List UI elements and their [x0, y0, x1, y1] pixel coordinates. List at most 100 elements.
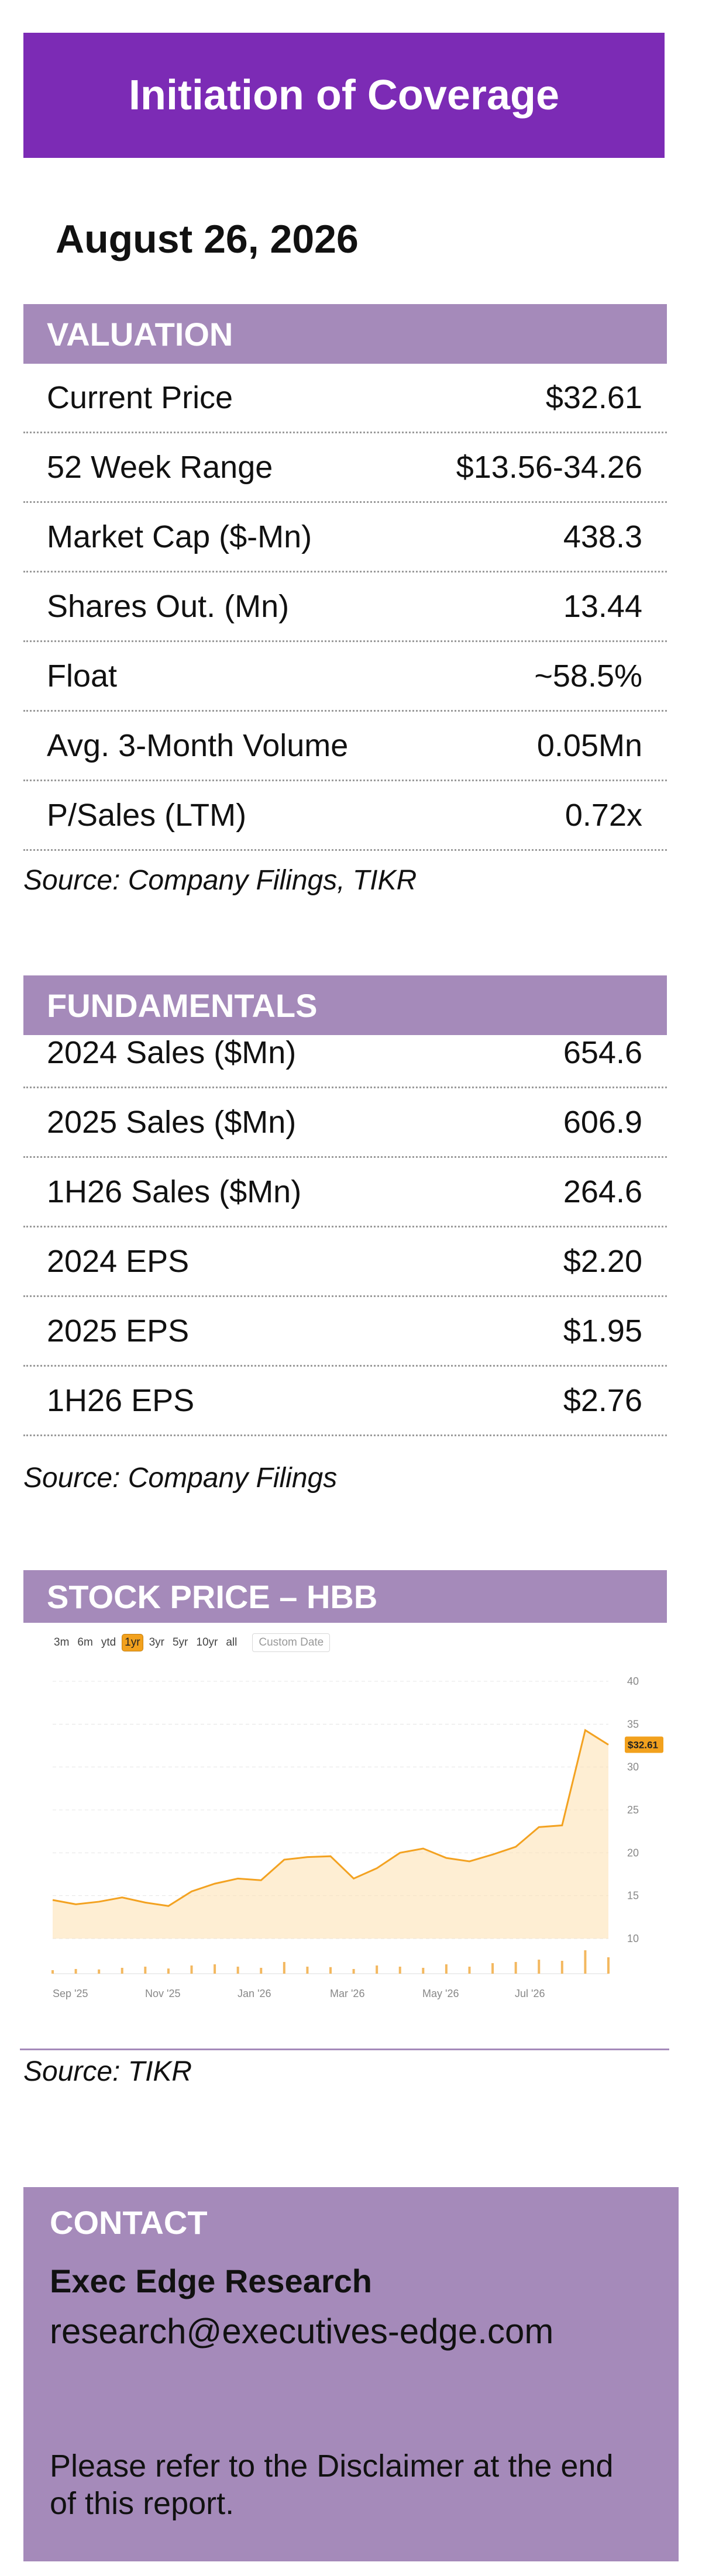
table-row: Market Cap ($-Mn) 438.3 — [23, 503, 667, 573]
volume-bar — [144, 1967, 147, 1974]
volume-bar — [398, 1967, 401, 1974]
x-tick-label: Nov '25 — [145, 1988, 180, 1999]
contact-name: Exec Edge Research — [50, 2263, 372, 2299]
row-value: $2.76 — [563, 1383, 642, 1418]
y-tick-label: 15 — [627, 1890, 639, 1902]
contact-email-link[interactable]: research@executives-edge.com — [50, 2312, 554, 2351]
volume-bar — [121, 1968, 123, 1974]
row-label: 2025 EPS — [47, 1313, 190, 1349]
chart-divider — [20, 2049, 669, 2050]
y-tick-label: 10 — [627, 1933, 639, 1944]
row-value: $2.20 — [563, 1244, 642, 1279]
table-row: Float ~58.5% — [23, 642, 667, 712]
volume-bar — [445, 1964, 448, 1974]
valuation-table: Current Price $32.61 52 Week Range $13.56-… — [23, 364, 667, 851]
row-label: 1H26 Sales ($Mn) — [47, 1174, 302, 1209]
volume-bar — [584, 1950, 587, 1974]
row-label: 1H26 EPS — [47, 1383, 195, 1418]
volume-bar — [74, 1969, 77, 1974]
report-banner: Initiation of Coverage — [23, 33, 665, 158]
valuation-source: Source: Company Filings, TIKR — [23, 865, 417, 896]
row-value: ~58.5% — [534, 658, 642, 694]
volume-bar — [283, 1962, 285, 1974]
row-label: Current Price — [47, 380, 233, 415]
stock-source: Source: TIKR — [23, 2056, 192, 2087]
row-label: 52 Week Range — [47, 450, 273, 485]
volume-bar — [236, 1967, 239, 1974]
row-value: $1.95 — [563, 1313, 642, 1349]
row-value: $13.56-34.26 — [456, 450, 642, 485]
volume-bar — [491, 1963, 494, 1974]
contact-box: CONTACT Exec Edge Research research@exec… — [23, 2187, 679, 2561]
row-label: Market Cap ($-Mn) — [47, 519, 312, 554]
table-row: 2024 EPS $2.20 — [23, 1227, 667, 1297]
volume-bar — [51, 1970, 54, 1974]
volume-bar — [214, 1964, 216, 1974]
stock-chart: 3m 6m ytd 1yr 3yr 5yr 10yr all Custom Da… — [23, 1623, 667, 2047]
fundamentals-table: 2024 Sales ($Mn) 654.6 2025 Sales ($Mn) 60… — [23, 1019, 667, 1436]
valuation-header: VALUATION — [23, 304, 667, 364]
banner-title: Initiation of Coverage — [128, 72, 560, 119]
row-value: $32.61 — [545, 380, 642, 415]
y-tick-label: 35 — [627, 1718, 639, 1730]
contact-heading: CONTACT — [50, 2204, 208, 2241]
price-line — [52, 1729, 609, 1907]
volume-bar — [306, 1967, 309, 1974]
custom-date-button[interactable]: Custom Date — [252, 1633, 331, 1652]
volume-bar — [468, 1967, 471, 1974]
table-row: Current Price $32.61 — [23, 364, 667, 433]
row-label: Float — [47, 658, 118, 694]
y-tick-label: 25 — [627, 1804, 639, 1816]
table-row: 1H26 Sales ($Mn) 264.6 — [23, 1158, 667, 1227]
range-3yr-button[interactable]: 3yr — [149, 1636, 164, 1649]
x-tick-label: Jan '26 — [238, 1988, 271, 1999]
x-tick-label: Mar '26 — [330, 1988, 364, 1999]
row-value: 0.05Mn — [536, 728, 642, 763]
stock-header-label: STOCK PRICE – HBB — [47, 1578, 378, 1615]
volume-bar — [329, 1967, 332, 1974]
row-value: 606.9 — [563, 1105, 642, 1140]
row-label: 2024 EPS — [47, 1244, 190, 1279]
volume-bar — [190, 1965, 193, 1974]
table-row: 2025 Sales ($Mn) 606.9 — [23, 1088, 667, 1158]
range-10yr-button[interactable]: 10yr — [196, 1636, 218, 1649]
row-label: Shares Out. (Mn) — [47, 589, 290, 624]
volume-bar — [376, 1965, 378, 1974]
row-label: Avg. 3-Month Volume — [47, 728, 349, 763]
row-value: 264.6 — [563, 1174, 642, 1209]
row-value: 654.6 — [563, 1035, 642, 1070]
range-all-button[interactable]: all — [226, 1636, 238, 1649]
volume-bar — [98, 1969, 101, 1974]
y-tick-label: 40 — [627, 1675, 639, 1687]
fundamentals-source: Source: Company Filings — [23, 1463, 338, 1494]
range-selector: 3m 6m ytd 1yr 3yr 5yr 10yr all Custom Da… — [51, 1633, 331, 1652]
valuation-header-label: VALUATION — [47, 315, 233, 353]
range-ytd-button[interactable]: ytd — [101, 1636, 116, 1649]
range-3m-button[interactable]: 3m — [54, 1636, 70, 1649]
row-label: 2024 Sales ($Mn) — [47, 1035, 297, 1070]
row-value: 13.44 — [563, 589, 642, 624]
volume-bar — [514, 1962, 517, 1974]
range-5yr-button[interactable]: 5yr — [172, 1636, 188, 1649]
x-tick-label: Sep '25 — [53, 1988, 88, 1999]
range-1yr-button[interactable]: 1yr — [122, 1634, 143, 1651]
fundamentals-header: FUNDAMENTALS — [23, 975, 667, 1035]
volume-bar — [538, 1960, 541, 1974]
table-row: 1H26 EPS $2.76 — [23, 1367, 667, 1436]
row-value: 0.72x — [565, 798, 642, 833]
price-chart-svg: 10 15 20 25 30 35 40 Sep '25 Nov '25 Jan '26 Mar … — [51, 1675, 663, 1999]
table-row: 2024 Sales ($Mn) 654.6 — [23, 1019, 667, 1088]
row-value: 438.3 — [563, 519, 642, 554]
range-6m-button[interactable]: 6m — [77, 1636, 93, 1649]
y-tick-label: 30 — [627, 1761, 639, 1773]
y-tick-label: 20 — [627, 1847, 639, 1858]
table-row: Avg. 3-Month Volume 0.05Mn — [23, 712, 667, 781]
disclaimer-note: Please refer to the Disclaimer at the en… — [50, 2449, 614, 2521]
row-label: P/Sales (LTM) — [47, 798, 247, 833]
x-tick-label: May '26 — [422, 1988, 459, 1999]
last-price-badge — [625, 1736, 663, 1753]
price-area — [53, 1730, 608, 1939]
volume-bar — [260, 1968, 263, 1974]
row-label: 2025 Sales ($Mn) — [47, 1105, 297, 1140]
report-date: August 26, 2026 — [56, 217, 359, 261]
